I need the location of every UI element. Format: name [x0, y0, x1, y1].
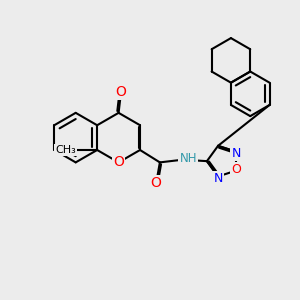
Text: CH₃: CH₃ — [55, 145, 76, 155]
Text: O: O — [151, 176, 162, 190]
Text: N: N — [231, 147, 241, 160]
Text: O: O — [231, 163, 241, 176]
Text: O: O — [113, 155, 124, 170]
Text: NH: NH — [180, 152, 197, 165]
Text: O: O — [116, 85, 127, 99]
Text: N: N — [213, 172, 223, 185]
